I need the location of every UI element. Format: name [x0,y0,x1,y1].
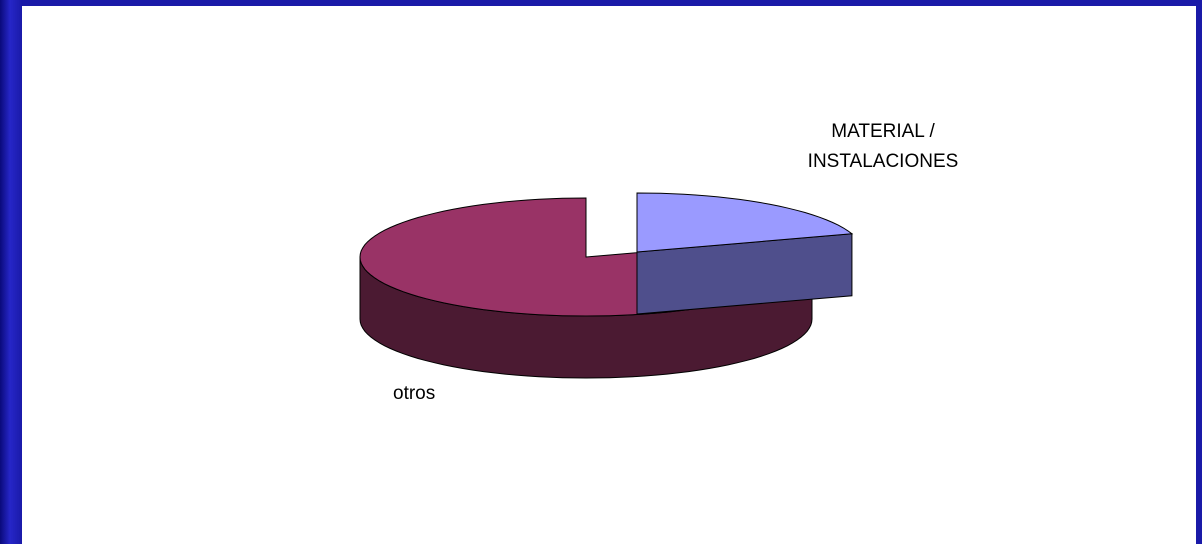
slice-label-0: MATERIAL / INSTALACIONES [808,121,959,172]
pie-slice-top-0 [636,192,854,253]
pie-chart: MATERIAL / INSTALACIONES otros [359,121,959,404]
slice-label-1: otros [393,383,435,404]
chart-panel: MATERIAL / INSTALACIONES otros [22,6,1196,544]
pie-slice-0 [636,192,854,315]
